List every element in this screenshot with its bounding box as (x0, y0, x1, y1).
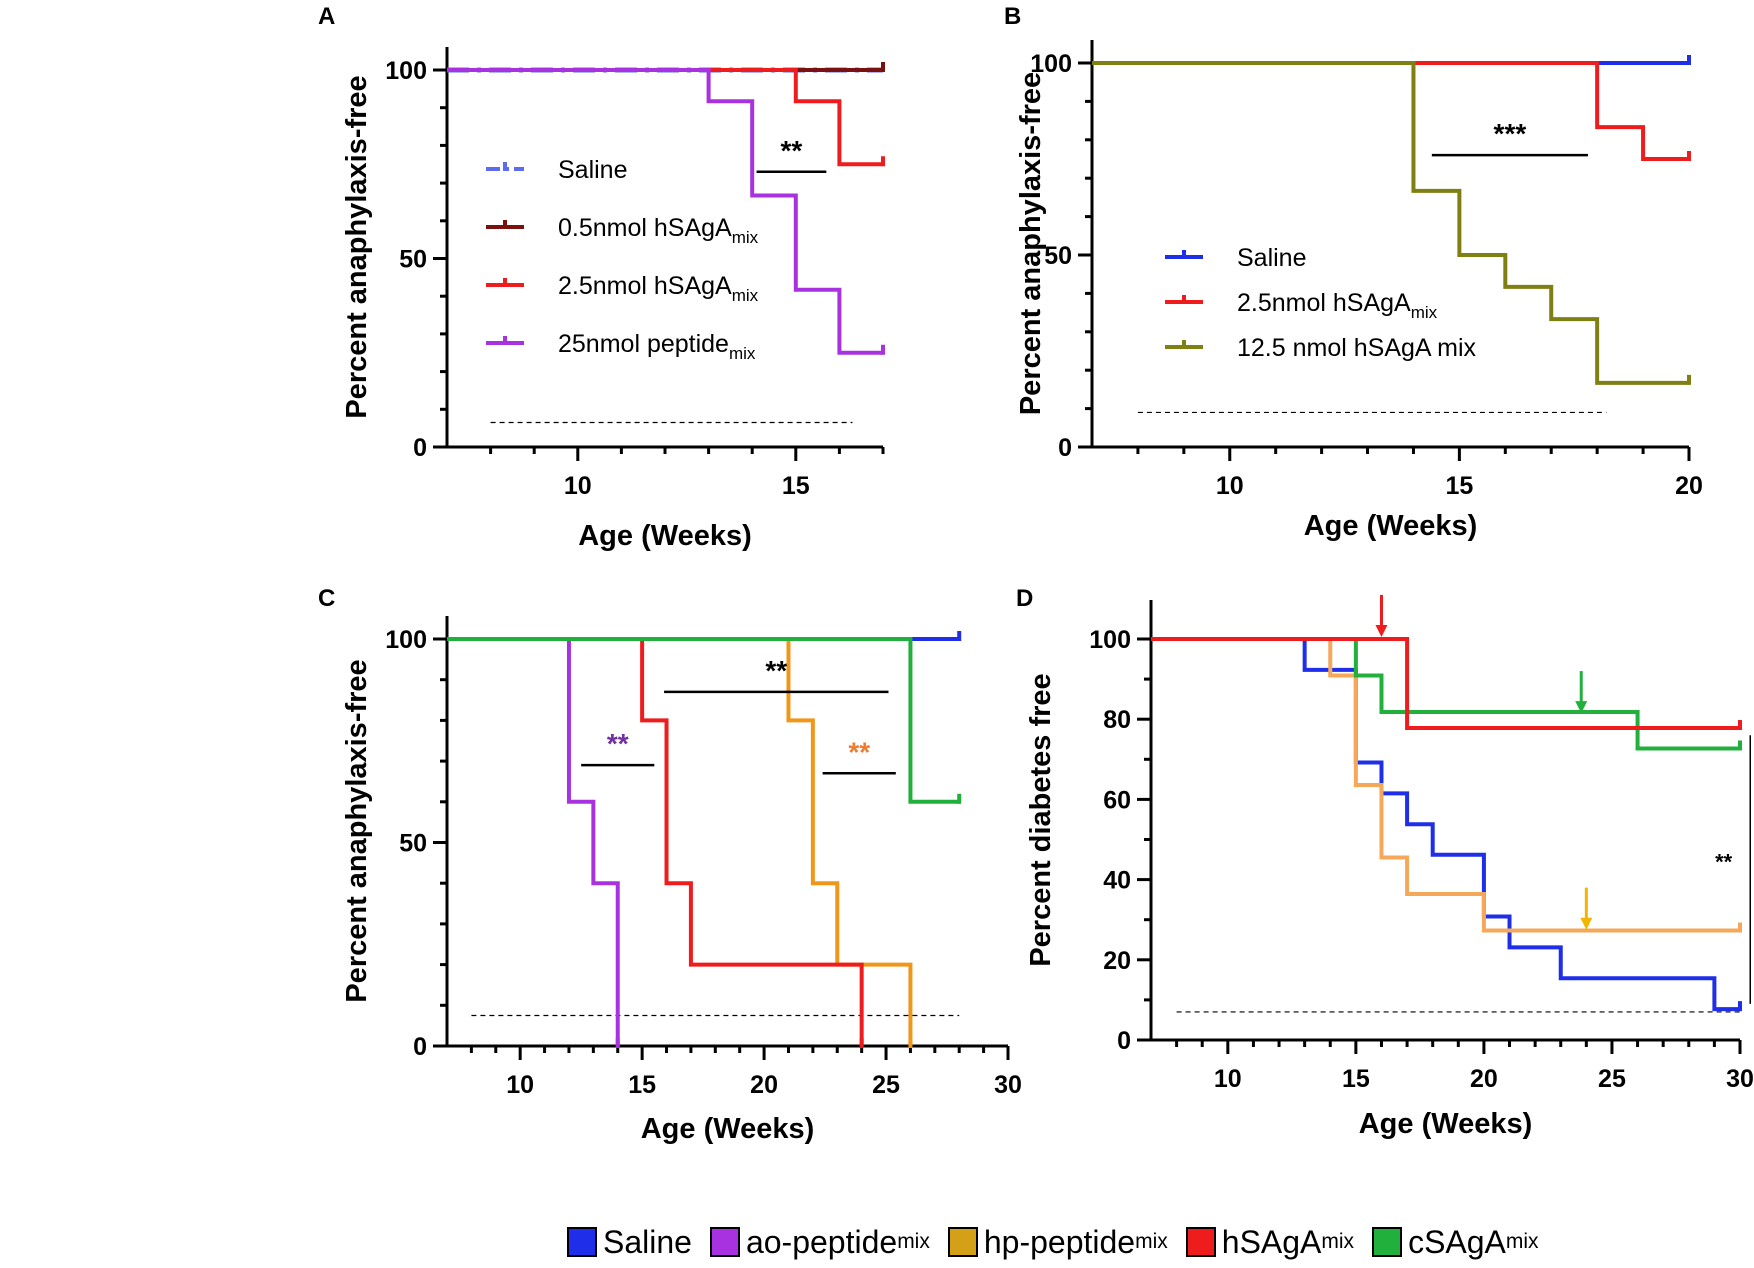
x-tick-label: 10 (1214, 1065, 1242, 1093)
x-tick-label: 10 (506, 1071, 534, 1099)
legend-label-csaga: cSAgA (1408, 1223, 1506, 1260)
bottom-legend: Saline ao-peptide mix hp-peptide mix hSAgA… (567, 1222, 1557, 1262)
arrow-head-icon (1575, 701, 1588, 714)
panel-b: B 0 50 100 10 15 20 Age (Weeks) Percent anaphyla… (1004, 3, 1703, 542)
panel-letter-b: B (1004, 3, 1021, 30)
y-axis-title: Percent anaphylaxis-free (1015, 72, 1047, 415)
panel-letter-d: D (1016, 585, 1033, 612)
legend-label-25nmol-peptidemix: 25nmol peptidemix (558, 330, 756, 363)
series-line-25nmol-peptidemix (447, 68, 883, 355)
y-tick-label: 80 (1103, 706, 1131, 734)
series-line-hp-peptidemix (447, 637, 913, 1046)
legend-swatch-ao-peptide (709, 1227, 740, 1257)
x-axis-title: Age (Weeks) (641, 1113, 815, 1145)
x-tick-label: 15 (628, 1071, 656, 1099)
legend-label-0-5nmol-hsagamix: 0.5nmol hSAgAmix (558, 214, 759, 247)
legend-label-ao-peptide: ao-peptide (745, 1223, 898, 1260)
y-axis-title: Percent anaphylaxis-free (341, 659, 373, 1002)
y-tick-label: 40 (1103, 867, 1131, 895)
legend-sub-ao-peptide: mix (897, 1230, 930, 1253)
significance-label: ** (607, 728, 629, 759)
legend-sub-hp-peptide: mix (1135, 1230, 1168, 1253)
legend-item-saline: Saline (567, 1224, 692, 1261)
series-line-csagamix (1151, 637, 1740, 751)
legend-sub-hsaga: mix (1321, 1230, 1355, 1253)
legend-subscript: mix (729, 344, 756, 363)
x-tick-label: 30 (994, 1071, 1022, 1099)
legend-item-ao-peptide: ao-peptide mix (709, 1223, 930, 1261)
legend-label-saline: Saline (1237, 244, 1307, 272)
legend-swatch-hsaga (1185, 1227, 1216, 1257)
y-tick-label: 50 (399, 246, 427, 274)
arrow-head-icon (1580, 917, 1593, 930)
y-tick-label: 0 (1058, 434, 1072, 462)
x-tick-label: 15 (1445, 472, 1473, 500)
series-line-ao-peptidemix (447, 637, 620, 1046)
x-tick-label: 25 (1598, 1065, 1626, 1093)
legend-label-hsaga: hSAgA (1221, 1223, 1322, 1260)
panel-letter-c: C (318, 585, 335, 612)
panel-a: A 0 50 100 10 15 Age (Weeks) Percent anaphylaxi… (318, 3, 885, 552)
y-tick-label: 0 (1117, 1027, 1131, 1055)
legend-swatch-csaga (1372, 1227, 1403, 1257)
legend-label-hp-peptide: hp-peptide (983, 1223, 1136, 1260)
y-tick-label: 100 (1089, 626, 1131, 654)
series-line-csagamix (447, 637, 960, 804)
legend-swatch-hp-peptide (947, 1227, 978, 1257)
x-tick-label: 15 (782, 472, 810, 500)
x-tick-label: 30 (1726, 1065, 1754, 1093)
legend-subscript: mix (732, 286, 759, 305)
y-tick-label: 50 (1044, 242, 1072, 270)
x-tick-label: 20 (1675, 472, 1703, 500)
significance-label: *** (1494, 118, 1527, 149)
y-axis-title: Percent diabetes free (1025, 673, 1057, 966)
series-line-12-5-nmol-hsaga-mix (1092, 61, 1689, 385)
x-tick-label: 25 (872, 1071, 900, 1099)
y-tick-label: 0 (413, 1033, 427, 1061)
arrow-head-icon (1375, 624, 1388, 637)
legend-label-saline: Saline (603, 1223, 692, 1260)
series-line-hp-peptidemix (1151, 637, 1740, 933)
series-line-saline (1151, 637, 1740, 1012)
y-tick-label: 0 (413, 434, 427, 462)
series-line-hsagamix (1151, 637, 1740, 731)
x-tick-label: 10 (1216, 472, 1244, 500)
y-tick-label: 100 (1030, 50, 1072, 78)
x-tick-label: 20 (1470, 1065, 1498, 1093)
significance-label: ** (1715, 850, 1733, 875)
x-tick-label: 15 (1342, 1065, 1370, 1093)
y-tick-label: 50 (399, 830, 427, 858)
legend-subscript: mix (732, 228, 759, 247)
x-axis-title: Age (Weeks) (1359, 1108, 1533, 1140)
legend-item-hsaga: hSAgA mix (1185, 1223, 1355, 1261)
legend-swatch-saline (567, 1227, 597, 1257)
x-tick-label: 10 (564, 472, 592, 500)
legend-item-hp-peptide: hp-peptide mix (947, 1223, 1168, 1261)
legend-subscript: mix (1411, 303, 1438, 322)
legend-sub-csaga: mix (1505, 1230, 1539, 1253)
y-tick-label: 60 (1103, 786, 1131, 814)
y-tick-label: 100 (385, 626, 427, 654)
y-tick-label: 20 (1103, 947, 1131, 975)
panel-letter-a: A (318, 3, 335, 30)
legend-label-12-5-nmol-hsaga-mix: 12.5 nmol hSAgA mix (1237, 334, 1477, 362)
y-axis-title: Percent anaphylaxis-free (341, 75, 373, 418)
x-tick-label: 20 (750, 1071, 778, 1099)
x-axis-title: Age (Weeks) (578, 520, 752, 552)
series-line-2-5nmol-hsagamix (1092, 61, 1689, 161)
legend-label-2-5nmol-hsagamix: 2.5nmol hSAgAmix (558, 272, 759, 305)
series-line-2-5nmol-hsagamix (447, 68, 883, 167)
legend-label-2-5nmol-hsagamix: 2.5nmol hSAgAmix (1237, 289, 1438, 322)
significance-label: ** (765, 655, 787, 686)
series-line-hsagamix (447, 637, 864, 1046)
panel-d: D 0 20 40 60 80 100 10 15 20 25 30 Age (Weeks) Percen… (1016, 585, 1754, 1140)
x-axis-title: Age (Weeks) (1304, 510, 1478, 542)
panel-c: C 0 50 100 10 15 20 25 30 Age (Weeks) Percent anap… (318, 585, 1022, 1145)
significance-label: ** (848, 736, 870, 767)
significance-label: ** (781, 135, 803, 166)
legend-item-csaga: cSAgA mix (1372, 1224, 1539, 1261)
y-tick-label: 100 (385, 57, 427, 85)
legend-label-saline: Saline (558, 156, 628, 184)
